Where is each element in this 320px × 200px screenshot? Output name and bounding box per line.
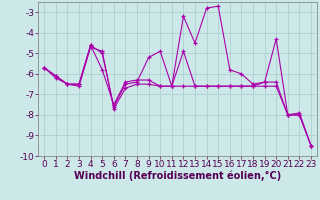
X-axis label: Windchill (Refroidissement éolien,°C): Windchill (Refroidissement éolien,°C) xyxy=(74,171,281,181)
